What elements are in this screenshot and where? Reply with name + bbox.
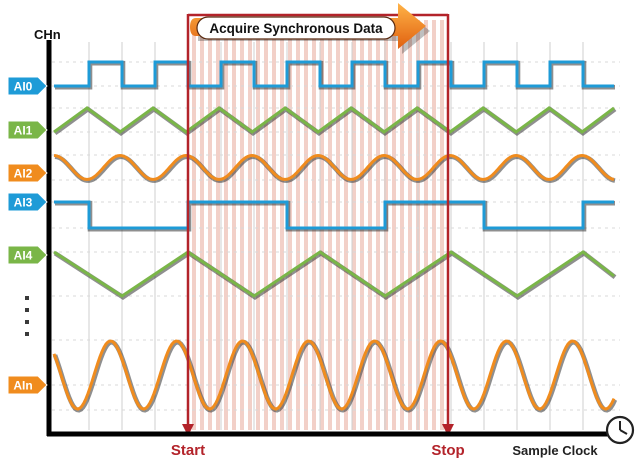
- vertical-ellipsis-icon: [25, 296, 29, 336]
- shade-stripe: [440, 20, 444, 430]
- shade-stripe: [272, 20, 276, 430]
- ai0-square-wave: [54, 60, 614, 88]
- acquisition-window-shading: [192, 20, 444, 430]
- channel-waveforms: [52, 60, 618, 413]
- shade-stripe: [200, 20, 204, 430]
- sample-clock-label: Sample Clock: [512, 443, 598, 458]
- banner-title: Acquire Synchronous Data: [209, 21, 383, 36]
- channel-label: AI3: [14, 196, 33, 210]
- shade-stripe: [368, 20, 372, 430]
- channel-label: AI2: [14, 167, 33, 181]
- shade-stripe: [352, 20, 356, 430]
- channel-label: AI0: [14, 80, 33, 94]
- ai2-sine-wave: [53, 153, 615, 181]
- stop-label: Stop: [431, 442, 464, 459]
- shade-stripe: [328, 20, 332, 430]
- shade-stripe: [312, 20, 316, 430]
- channel-tag-ai1: AI1: [7, 120, 48, 140]
- start-marker-arrow: [182, 424, 194, 436]
- ai4-triangle-wave: [53, 250, 615, 298]
- shade-stripe: [424, 20, 428, 430]
- shade-stripe: [360, 20, 364, 430]
- shade-stripe: [208, 20, 212, 430]
- shade-stripe: [400, 20, 404, 430]
- ai3-square-wave: [54, 200, 614, 230]
- shade-stripe: [240, 20, 244, 430]
- shade-stripe: [192, 20, 196, 430]
- channel-label: AI1: [14, 124, 33, 138]
- channel-tag-ai4: AI4: [7, 245, 48, 265]
- acquire-banner: Acquire Synchronous Data: [190, 3, 430, 54]
- clock-icon: [605, 415, 635, 445]
- shade-stripe: [304, 20, 308, 430]
- shade-stripe: [296, 20, 300, 430]
- ai1-triangle-wave: [53, 106, 615, 134]
- ain-sine-wave: [52, 339, 616, 411]
- channel-tag-ai3: AI3: [7, 192, 48, 212]
- channel-tag-ai2: AI2: [7, 163, 48, 183]
- shade-stripe: [224, 20, 228, 430]
- channel-tag-ain: AIn: [7, 375, 48, 395]
- channel-label: AI4: [14, 249, 33, 263]
- channel-labels: AI0 AI1 AI2 AI3 AI4 AIn: [7, 76, 48, 395]
- shade-stripe: [336, 20, 340, 430]
- shade-stripe: [432, 20, 436, 430]
- y-axis-label: CHn: [34, 27, 61, 42]
- shade-stripe: [256, 20, 260, 430]
- shade-stripe: [264, 20, 268, 430]
- shade-stripe: [216, 20, 220, 430]
- shade-stripe: [376, 20, 380, 430]
- shade-stripe: [344, 20, 348, 430]
- channel-label: AIn: [13, 379, 32, 393]
- shade-stripe: [280, 20, 284, 430]
- shade-stripe: [408, 20, 412, 430]
- shade-stripe: [320, 20, 324, 430]
- shade-stripe: [392, 20, 396, 430]
- stop-marker-arrow: [442, 424, 454, 436]
- shade-stripe: [248, 20, 252, 430]
- channel-tag-ai0: AI0: [7, 76, 48, 96]
- start-label: Start: [171, 442, 205, 459]
- shade-stripe: [232, 20, 236, 430]
